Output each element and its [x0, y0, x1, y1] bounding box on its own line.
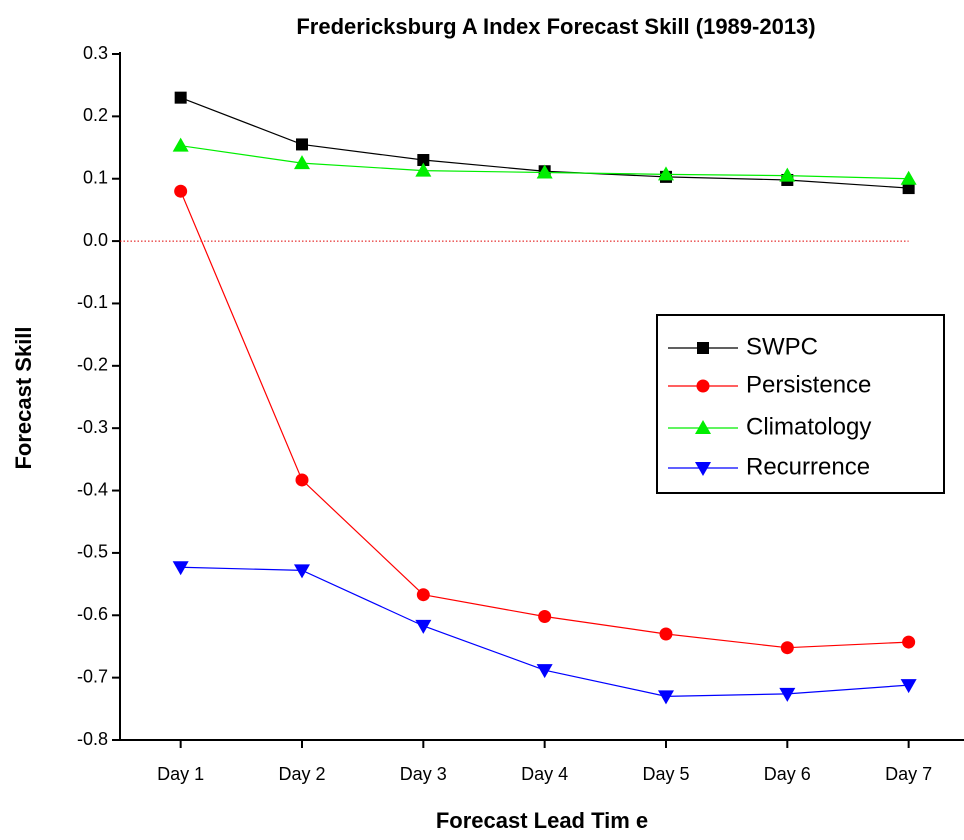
- marker: [657, 690, 674, 705]
- marker: [536, 164, 553, 179]
- legend-label: SWPC: [746, 333, 818, 360]
- y-tick-label: -0.1: [77, 292, 108, 312]
- marker: [415, 619, 432, 634]
- x-axis-label: Forecast Lead Tim e: [436, 808, 648, 833]
- legend-label: Climatology: [746, 413, 871, 440]
- marker: [293, 155, 310, 170]
- marker: [779, 167, 796, 182]
- marker: [295, 138, 308, 151]
- x-tick-label: Day 3: [400, 764, 447, 784]
- marker: [659, 627, 673, 641]
- legend-marker: [695, 420, 711, 434]
- y-tick-label: -0.2: [77, 355, 108, 375]
- marker: [902, 182, 915, 195]
- marker: [417, 154, 430, 167]
- legend-marker: [697, 342, 709, 354]
- legend-marker: [696, 379, 710, 393]
- x-tick-label: Day 2: [278, 764, 325, 784]
- x-tick-label: Day 7: [885, 764, 932, 784]
- legend-label: Recurrence: [746, 453, 870, 480]
- marker: [172, 137, 189, 152]
- y-tick-label: -0.6: [77, 604, 108, 624]
- y-axis-label: Forecast Skill: [11, 326, 36, 469]
- marker: [900, 679, 917, 694]
- marker: [780, 641, 794, 655]
- y-tick-label: 0.0: [83, 230, 108, 250]
- y-tick-label: 0.1: [83, 167, 108, 187]
- marker: [293, 564, 310, 579]
- y-tick-label: 0.3: [83, 43, 108, 63]
- marker: [416, 588, 430, 602]
- marker: [172, 561, 189, 576]
- y-tick-label: 0.2: [83, 105, 108, 125]
- chart-title: Fredericksburg A Index Forecast Skill (1…: [296, 14, 815, 39]
- x-tick-label: Day 4: [521, 764, 568, 784]
- x-tick-label: Day 6: [764, 764, 811, 784]
- marker: [902, 635, 916, 649]
- marker: [538, 610, 552, 624]
- legend-marker: [695, 462, 711, 476]
- marker: [779, 687, 796, 702]
- marker: [415, 162, 432, 177]
- y-tick-label: -0.3: [77, 417, 108, 437]
- y-tick-label: -0.7: [77, 666, 108, 686]
- y-tick-label: -0.4: [77, 479, 108, 499]
- marker: [174, 91, 187, 104]
- marker: [295, 473, 309, 487]
- legend-label: Persistence: [746, 371, 871, 398]
- marker: [536, 664, 553, 679]
- marker: [657, 166, 674, 181]
- marker: [174, 184, 188, 198]
- x-tick-label: Day 5: [642, 764, 689, 784]
- marker: [900, 170, 917, 185]
- y-tick-label: -0.5: [77, 542, 108, 562]
- y-tick-label: -0.8: [77, 729, 108, 749]
- x-tick-label: Day 1: [157, 764, 204, 784]
